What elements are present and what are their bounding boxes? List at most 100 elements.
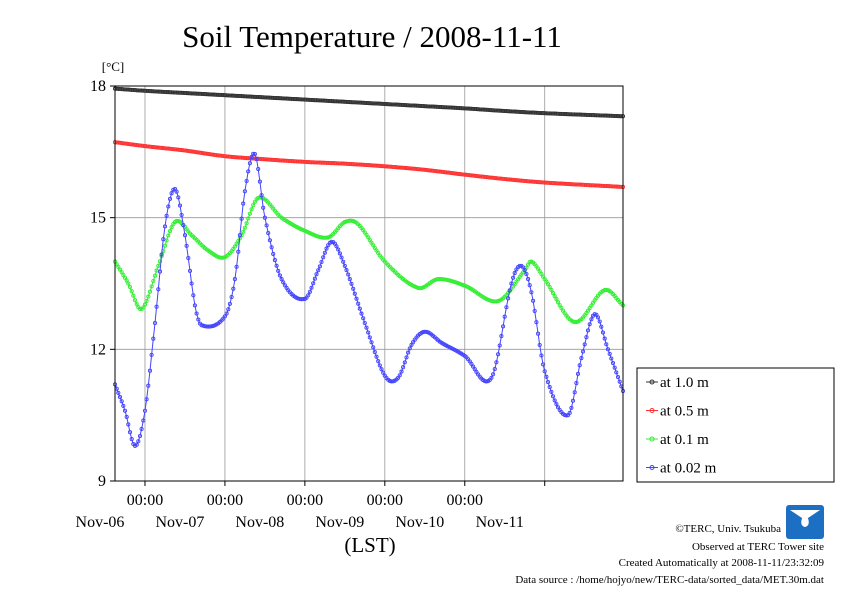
data-point — [522, 268, 527, 273]
chart-title: Soil Temperature / 2008-11-11 — [182, 19, 562, 54]
y-tick-label: 15 — [90, 210, 106, 227]
data-point — [569, 405, 574, 410]
data-point — [536, 331, 541, 336]
data-point — [524, 271, 529, 277]
data-point — [126, 422, 131, 427]
grid-lines — [115, 86, 623, 481]
data-point — [337, 251, 342, 256]
data-point — [152, 273, 158, 278]
series-line — [114, 141, 623, 188]
data-point — [277, 273, 282, 278]
data-point — [241, 229, 246, 234]
data-point — [580, 349, 586, 354]
data-point — [142, 302, 148, 307]
data-point — [154, 268, 159, 273]
data-point — [187, 268, 193, 273]
data-point — [399, 369, 404, 374]
data-point — [141, 418, 146, 423]
data-point — [577, 363, 582, 368]
series-at-0-5-m — [112, 140, 626, 189]
data-point — [494, 360, 499, 365]
data-point — [146, 294, 151, 299]
data-point — [247, 211, 252, 216]
data-point — [169, 191, 174, 196]
x-tick-date-label: Nov-10 — [395, 514, 444, 531]
plot-frame — [114, 85, 624, 482]
data-point — [357, 306, 362, 311]
data-point — [266, 230, 271, 236]
data-point — [142, 408, 148, 413]
data-point — [502, 314, 507, 319]
data-point — [541, 362, 546, 367]
legend-swatch-marker — [649, 408, 655, 413]
data-point — [356, 301, 361, 306]
data-point — [279, 277, 284, 282]
data-point — [162, 243, 168, 248]
data-point — [156, 287, 161, 292]
data-point — [181, 223, 186, 228]
data-point — [377, 363, 382, 368]
data-point — [241, 201, 246, 206]
data-point — [545, 282, 551, 287]
data-point — [312, 276, 317, 281]
data-point — [144, 298, 149, 304]
data-point — [532, 308, 537, 314]
legend-label: at 1.0 m — [660, 375, 709, 391]
data-point — [547, 284, 552, 290]
data-point — [321, 255, 326, 260]
data-point — [346, 272, 351, 277]
data-point — [544, 374, 549, 379]
data-point — [381, 370, 386, 375]
footer-created: Created Automatically at 2008-11-11/23:3… — [619, 557, 825, 569]
data-point — [552, 398, 557, 403]
data-point — [177, 203, 183, 208]
data-point — [579, 356, 584, 361]
water-drop-icon — [801, 513, 809, 527]
legend: at 1.0 m at 0.5 m at 0.1 m at 0.02 m — [636, 367, 835, 483]
data-point — [262, 215, 267, 220]
legend-label: at 0.02 m — [660, 461, 717, 477]
data-point — [402, 360, 407, 365]
x-tick-time-label: 00:00 — [207, 492, 243, 509]
data-point — [259, 193, 264, 198]
x-axis: 00:00Nov-0600:00Nov-0700:00Nov-0800:00No… — [76, 481, 546, 531]
series-layer — [112, 86, 626, 448]
series-at-0-1-m — [112, 195, 626, 325]
y-tick-label: 18 — [90, 78, 106, 95]
data-point — [147, 289, 153, 294]
data-point — [364, 325, 369, 330]
data-point — [244, 178, 249, 184]
data-point — [367, 335, 372, 340]
data-point — [239, 216, 244, 221]
data-point — [374, 354, 379, 359]
data-point — [269, 245, 274, 250]
data-point — [222, 314, 227, 319]
data-point — [186, 255, 191, 261]
data-point — [174, 189, 179, 194]
data-point — [554, 401, 559, 407]
legend-swatch-marker — [649, 436, 655, 442]
data-point — [550, 394, 556, 399]
data-point — [237, 233, 242, 238]
data-point — [119, 399, 124, 404]
data-point — [526, 277, 531, 282]
data-point — [166, 233, 171, 238]
data-point — [147, 368, 153, 373]
x-tick-date-label: Nov-06 — [76, 514, 125, 531]
footer-copyright: ©TERC, Univ. Tsukuba — [675, 523, 781, 535]
data-point — [582, 342, 587, 347]
data-point — [224, 311, 229, 316]
legend-label: at 0.5 m — [660, 404, 709, 420]
data-point — [334, 244, 339, 249]
data-point — [371, 345, 376, 350]
data-point — [226, 307, 231, 312]
data-point — [232, 277, 237, 282]
data-point — [274, 263, 279, 268]
data-point — [557, 303, 562, 308]
data-point — [615, 375, 621, 380]
data-point — [602, 336, 607, 341]
data-point — [587, 322, 592, 327]
data-point — [554, 297, 559, 302]
data-point — [589, 317, 594, 322]
data-point — [366, 330, 371, 335]
